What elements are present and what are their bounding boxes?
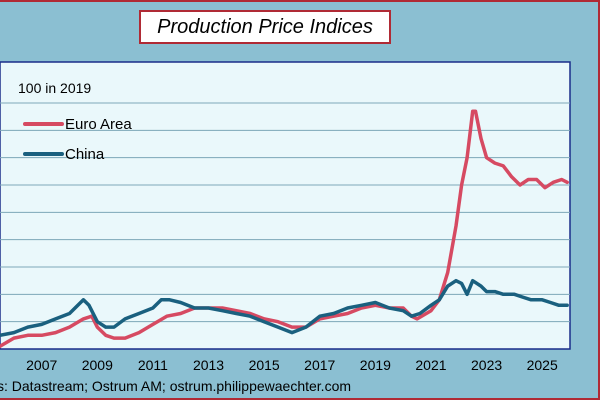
legend-label-0: Euro Area (65, 116, 132, 133)
x-tick-label: 2007 (26, 357, 57, 373)
legend: Euro Area China (23, 116, 132, 163)
series-lines (0, 109, 569, 349)
x-tick-label: 2021 (415, 357, 446, 373)
legend-label-1: China (65, 146, 105, 163)
x-axis-ticks: 5200720092011201320152017201920212023202… (26, 357, 558, 373)
series-line-euro-area (0, 109, 569, 349)
x-tick-label: 2025 (527, 357, 558, 373)
x-tick-label: 2013 (193, 357, 224, 373)
x-tick-label: 2019 (360, 357, 391, 373)
source-note: s: Datastream; Ostrum AM; ostrum.philipp… (0, 378, 352, 394)
x-tick-label: 2009 (82, 357, 113, 373)
x-tick-label: 2023 (471, 357, 502, 373)
x-tick-label: 2015 (249, 357, 280, 373)
unit-label: 100 in 2019 (18, 80, 91, 96)
x-tick-label: 2011 (138, 357, 168, 373)
plot-area (0, 61, 571, 350)
chart-title: Production Price Indices (157, 15, 373, 38)
series-line-china (0, 278, 569, 338)
chart-title-box: Production Price Indices (139, 10, 391, 44)
x-tick-label: 2017 (304, 357, 335, 373)
